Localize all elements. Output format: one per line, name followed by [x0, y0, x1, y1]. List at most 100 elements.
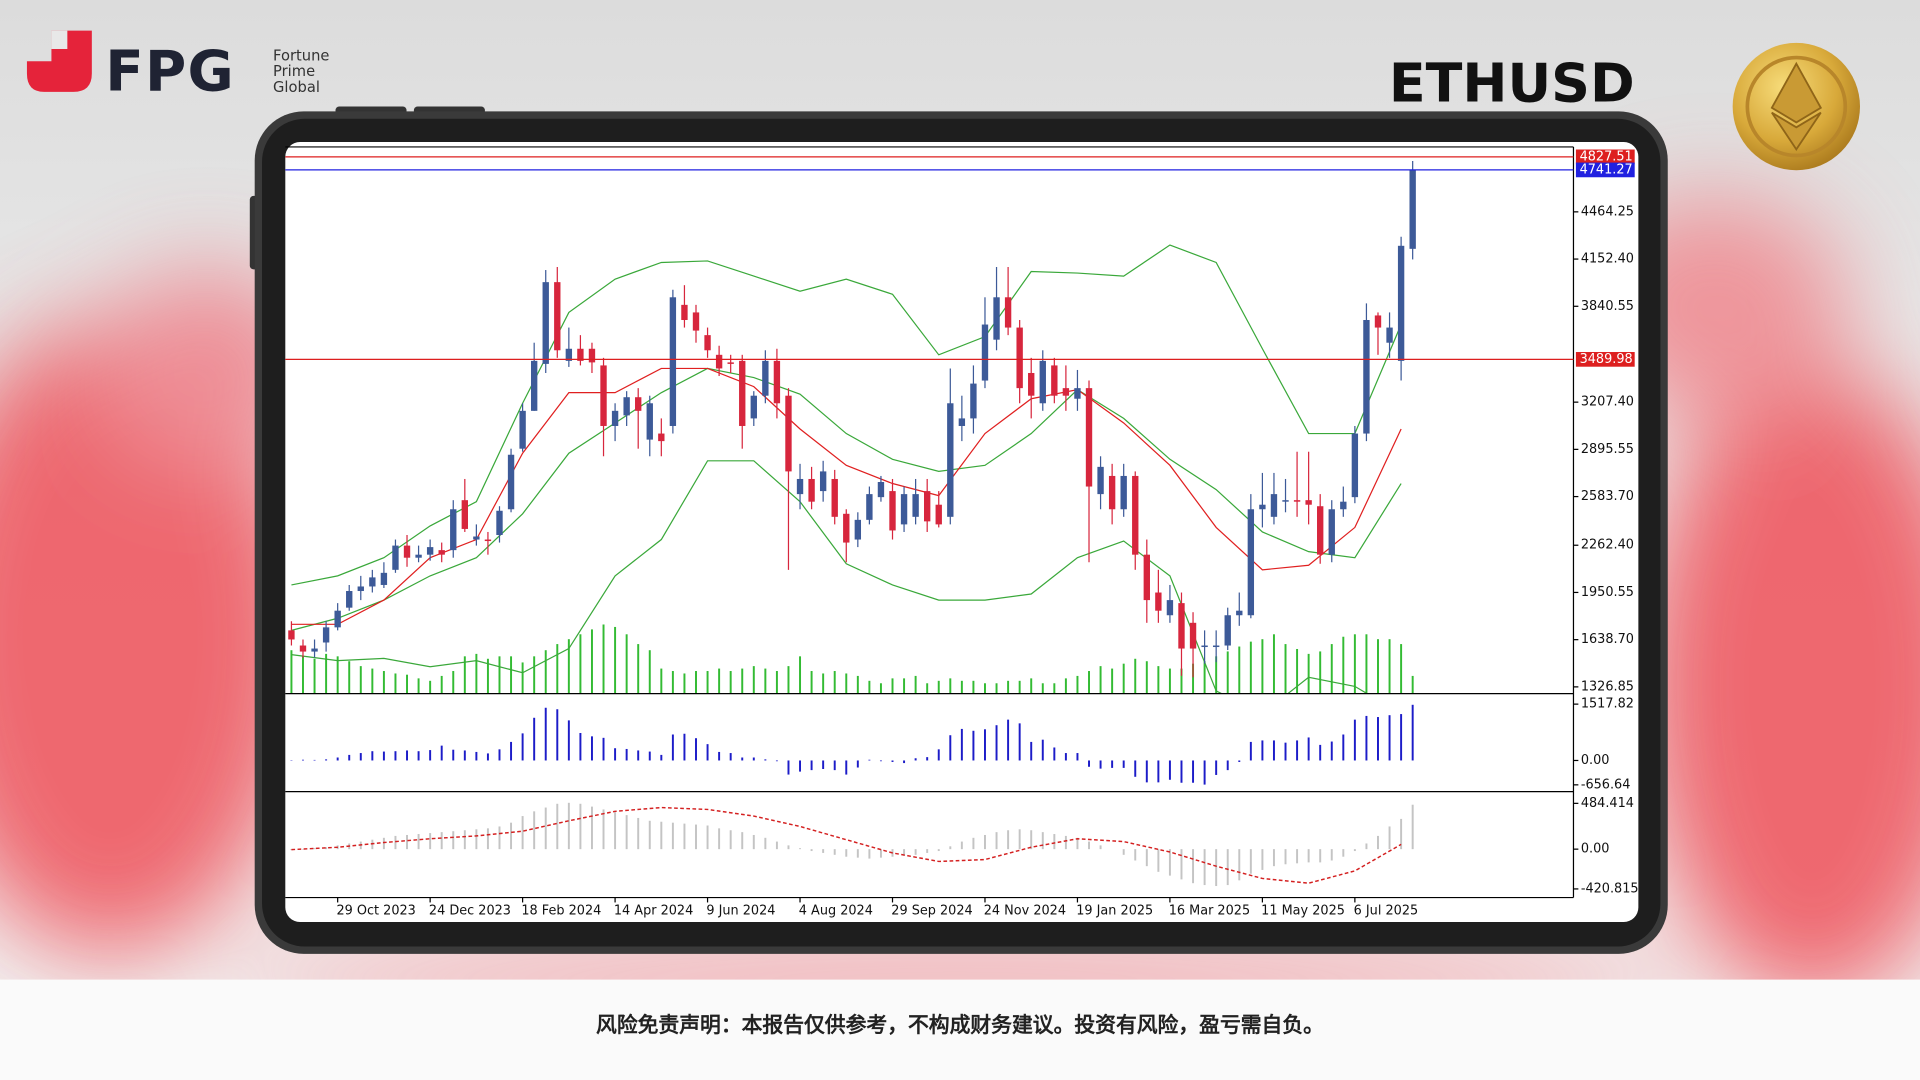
candle-body — [403, 545, 411, 558]
y-tick-label: 3207.40 — [1581, 395, 1634, 410]
volume-bar — [949, 678, 952, 694]
x-tick-label: 19 Jan 2025 — [1076, 904, 1153, 919]
candle-body — [704, 335, 711, 351]
candle-body — [877, 482, 885, 498]
candle-body — [843, 513, 850, 543]
volume-bar — [718, 668, 721, 694]
volume-bar — [359, 666, 362, 694]
volume-bar — [1307, 653, 1310, 694]
candle-body — [1155, 592, 1162, 611]
volume-bar — [394, 673, 397, 694]
candle-body — [1212, 645, 1220, 648]
volume-bar — [1030, 678, 1033, 694]
volume-bar — [417, 678, 420, 694]
coin — [1732, 42, 1860, 171]
volume-bar — [741, 668, 744, 694]
candle-body — [1120, 475, 1127, 510]
volume-bar — [706, 671, 709, 694]
volume-bar — [1018, 680, 1021, 694]
candle-body — [496, 510, 503, 535]
candle-body — [357, 586, 364, 592]
candle-body — [739, 360, 746, 426]
candle-body — [912, 494, 919, 517]
volume-bar — [752, 666, 755, 694]
candle-body — [519, 410, 526, 449]
volume-bar — [1400, 644, 1403, 694]
logo-mark — [26, 30, 92, 92]
price-label-bg — [1575, 162, 1635, 178]
volume-bar — [440, 675, 443, 694]
candle-body — [635, 397, 642, 411]
candle-body — [889, 491, 896, 531]
candle-body — [334, 610, 341, 628]
volume-bar — [1088, 671, 1090, 694]
x-tick-label: 16 Mar 2025 — [1169, 904, 1250, 919]
y-tick-label: 484.414 — [1581, 796, 1634, 811]
candle-body — [1293, 500, 1301, 502]
price-label-bg — [1575, 352, 1635, 367]
candle-body — [819, 471, 827, 492]
volume-bar — [1134, 658, 1137, 694]
tagline: Fortune — [273, 47, 329, 64]
volume-bar — [1064, 678, 1067, 694]
volume-bar — [1215, 656, 1218, 694]
volume-bar — [937, 680, 940, 694]
volume-bar — [845, 673, 848, 694]
volume-bar — [625, 634, 628, 694]
volume-bar — [695, 671, 697, 694]
volume-bar — [567, 639, 570, 694]
volume-bar — [833, 671, 836, 694]
candle-body — [1051, 365, 1058, 396]
brand: FPG — [105, 40, 235, 105]
candle-body — [415, 554, 422, 558]
candle-body — [554, 282, 561, 351]
volume-bar — [868, 680, 871, 694]
volume-bar — [498, 656, 501, 694]
volume-bar — [313, 658, 316, 694]
y-tick-label: 0.00 — [1581, 753, 1610, 768]
volume-bar — [1157, 666, 1160, 694]
volume-bar — [533, 656, 536, 694]
volume-bar — [348, 661, 351, 694]
candle-body — [542, 282, 549, 364]
volume-bar — [302, 656, 304, 694]
volume-bar — [1007, 680, 1010, 694]
candle-body — [646, 403, 653, 440]
y-tick-label: 2262.40 — [1581, 538, 1634, 553]
x-tick-label: 9 Jun 2024 — [706, 904, 775, 919]
candle-body — [1363, 319, 1370, 434]
x-tick-label: 18 Feb 2024 — [521, 904, 601, 919]
volume-bar — [1122, 663, 1125, 694]
indicator-line — [291, 460, 1368, 694]
price-label-bg — [1575, 149, 1635, 165]
candle-body — [1397, 245, 1405, 361]
candle-body — [1247, 509, 1255, 616]
candle-body — [1108, 475, 1116, 510]
price-label: 3489.98 — [1580, 352, 1633, 367]
x-tick-label: 4 Aug 2024 — [799, 904, 873, 919]
candle-body — [1028, 372, 1035, 396]
volume-bar — [775, 671, 778, 694]
candle-body — [692, 312, 700, 331]
candle-body — [1201, 645, 1208, 648]
volume-bar — [960, 680, 963, 694]
volume-bar — [614, 626, 617, 694]
volume-bar — [995, 683, 998, 694]
candle-body — [1074, 388, 1081, 399]
volume-bar — [1041, 683, 1044, 694]
volume-bar — [903, 678, 906, 694]
candle-body — [958, 418, 966, 426]
candle-body — [1236, 610, 1243, 616]
candle-body — [831, 478, 838, 517]
volume-bar — [602, 624, 605, 694]
volume-bar — [1053, 683, 1056, 694]
volume-bar — [429, 680, 432, 694]
price-label: 4741.27 — [1580, 162, 1633, 177]
candle-body — [288, 630, 295, 640]
candle-body — [681, 304, 688, 320]
volume-bar — [1076, 675, 1079, 694]
x-tick-label: 24 Dec 2023 — [429, 904, 511, 919]
candle-body — [600, 365, 607, 426]
